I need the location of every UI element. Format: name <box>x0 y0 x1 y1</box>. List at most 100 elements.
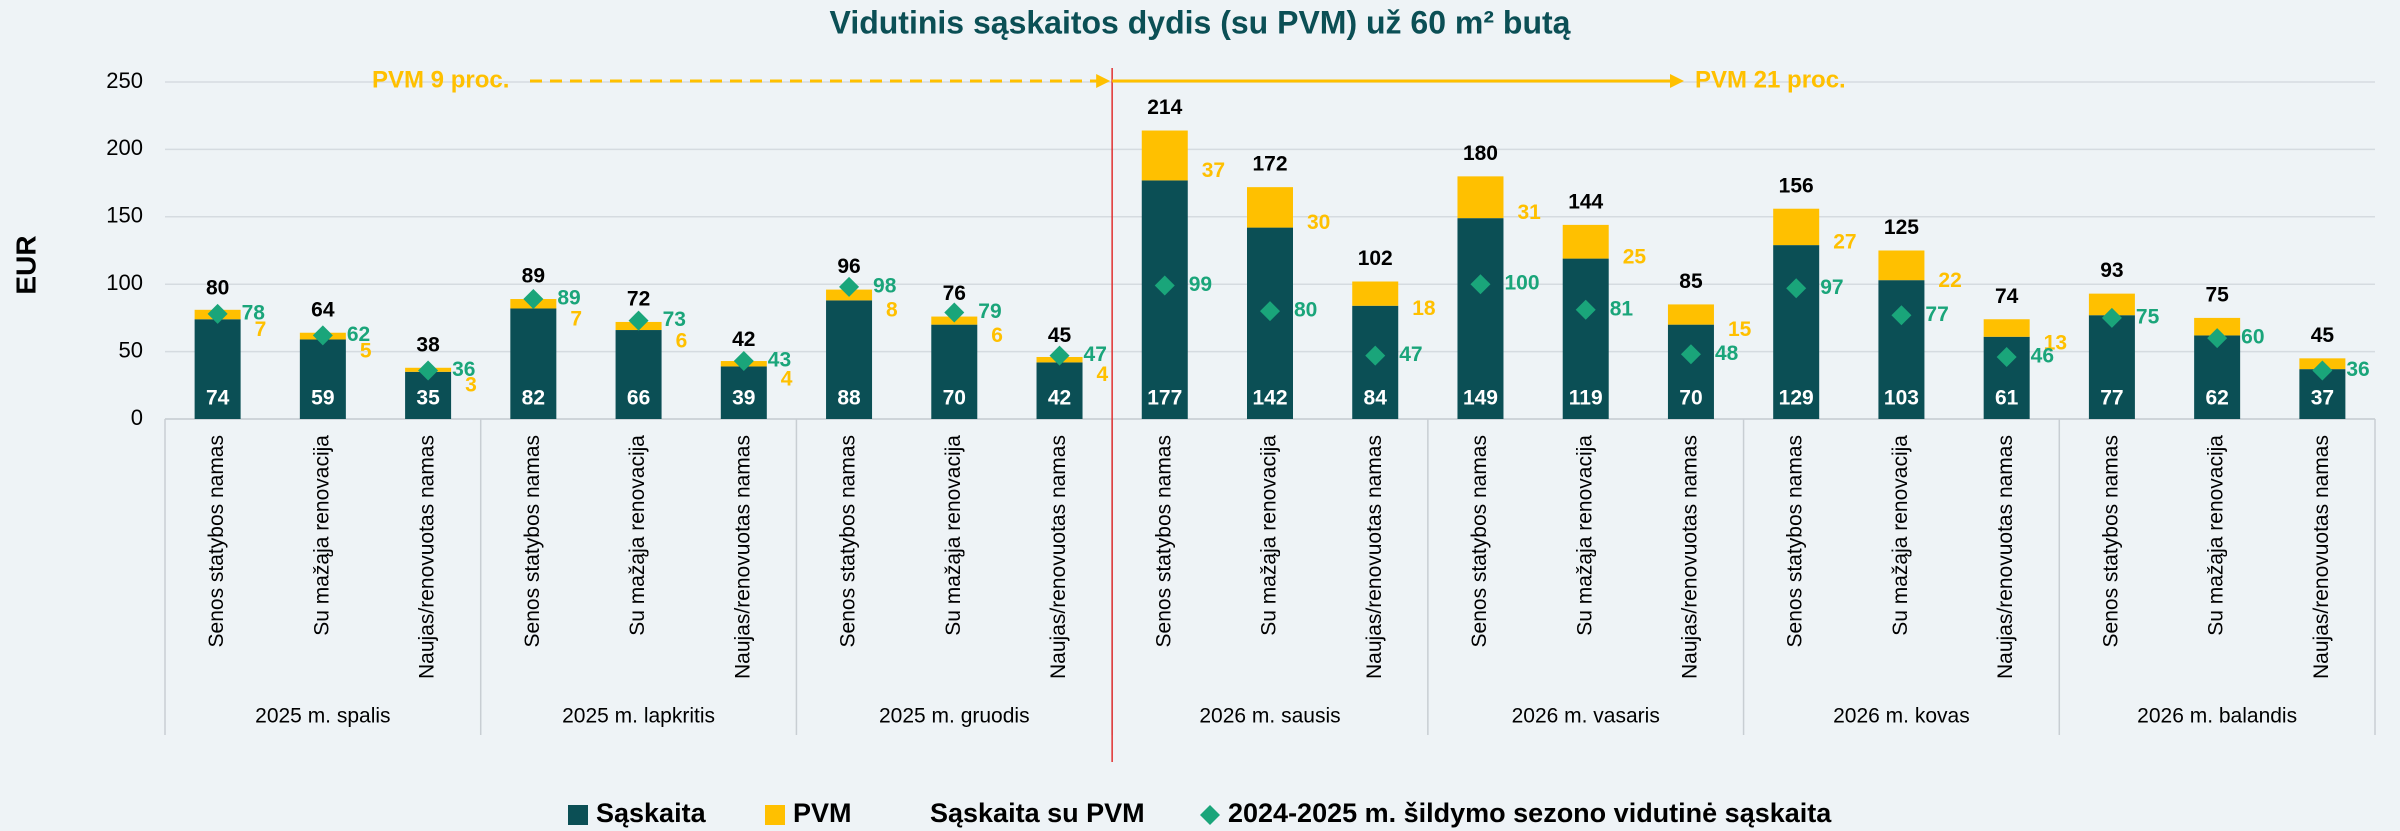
diamond-value-label: 100 <box>1504 272 1539 295</box>
bar-value-label: 74 <box>206 387 230 410</box>
x-tick-label: Naujas/renovuotas namas <box>416 435 439 679</box>
pvm-value-label: 3 <box>465 373 477 396</box>
arrow-head <box>1670 74 1684 88</box>
y-tick-label: 250 <box>106 68 143 93</box>
y-tick-label: 0 <box>131 405 143 430</box>
diamond-marker <box>1996 346 2017 367</box>
bar-segment <box>1457 176 1504 219</box>
bar-segment <box>1457 218 1504 419</box>
diamond-marker <box>1470 274 1491 295</box>
diamond-marker <box>1786 278 1807 299</box>
bar-segment <box>1773 245 1820 419</box>
x-tick-label: Su mažąja renovacija <box>2205 435 2228 636</box>
bar-segment <box>1141 180 1188 419</box>
diamond-marker <box>207 303 228 324</box>
bar-segment <box>510 308 557 419</box>
x-tick-label: Su mažąja renovacija <box>942 435 965 636</box>
total-label: 75 <box>2205 283 2229 306</box>
bar-value-label: 59 <box>311 387 334 410</box>
diamond-marker <box>733 351 754 372</box>
diamond-marker <box>1049 345 1070 366</box>
diamond-value-label: 98 <box>873 274 897 297</box>
total-label: 156 <box>1779 174 1814 197</box>
pvm-value-label: 7 <box>255 318 267 341</box>
bar-segment <box>194 319 241 419</box>
bar-segment <box>1773 208 1820 246</box>
bar-value-label: 149 <box>1463 387 1498 410</box>
annotation: PVM 9 proc. <box>372 66 509 93</box>
bar-value-label: 88 <box>837 387 861 410</box>
diamond-value-label: 47 <box>1399 343 1422 366</box>
x-tick-label: Su mažąja renovacija <box>626 435 649 636</box>
y-tick-label: 100 <box>106 270 143 295</box>
bar-value-label: 42 <box>1048 387 1071 410</box>
pvm-value-label: 18 <box>1412 297 1436 320</box>
pvm-value-label: 37 <box>1202 159 1225 182</box>
bar-segment <box>1036 362 1083 419</box>
total-label: 72 <box>627 287 650 310</box>
bar-segment <box>1667 304 1714 325</box>
x-tick-label: Naujas/renovuotas namas <box>731 435 754 679</box>
bar-segment <box>615 330 662 419</box>
total-label: 102 <box>1358 247 1393 270</box>
bar-value-label: 103 <box>1884 387 1919 410</box>
bar-segment <box>1878 250 1925 281</box>
diamond-value-label: 78 <box>242 301 266 324</box>
bar-value-label: 62 <box>2205 387 2228 410</box>
bar-segment <box>1878 280 1925 419</box>
total-label: 89 <box>522 265 545 288</box>
diamond-value-label: 46 <box>2031 345 2054 368</box>
diamond-value-label: 89 <box>557 287 580 310</box>
bar-segment <box>1247 227 1293 419</box>
diamond-marker <box>628 310 649 331</box>
bar-segment <box>1247 187 1293 228</box>
total-label: 214 <box>1147 96 1182 119</box>
group-label: 2026 m. kovas <box>1833 705 1970 728</box>
legend-label: Sąskaita <box>596 798 707 828</box>
bar-value-label: 82 <box>522 387 545 410</box>
x-tick-label: Senos statybos namas <box>1152 435 1175 647</box>
diamond-value-label: 80 <box>1294 299 1317 322</box>
group-label: 2025 m. lapkritis <box>562 705 715 728</box>
x-tick-label: Senos statybos namas <box>521 435 544 647</box>
pvm-value-label: 25 <box>1623 245 1647 268</box>
x-tick-label: Senos statybos namas <box>1784 435 1807 647</box>
diamond-marker <box>2207 328 2228 349</box>
x-tick-label: Su mažąja renovacija <box>1258 435 1281 636</box>
total-label: 42 <box>732 328 755 351</box>
group-label: 2026 m. vasaris <box>1512 705 1660 728</box>
total-label: 180 <box>1463 142 1498 165</box>
pvm-value-label: 6 <box>991 324 1003 347</box>
x-tick-label: Su mažąja renovacija <box>1889 435 1912 636</box>
diamond-marker <box>523 289 544 310</box>
pvm-value-label: 27 <box>1833 230 1856 253</box>
bar-segment <box>1562 258 1609 419</box>
bar-segment <box>2088 293 2135 316</box>
y-axis-label: EUR <box>10 235 41 294</box>
diamond-value-label: 48 <box>1715 342 1739 365</box>
pvm-value-label: 6 <box>676 330 688 353</box>
total-label: 144 <box>1568 190 1603 213</box>
diamond-marker <box>2101 307 2122 328</box>
x-tick-label: Naujas/renovuotas namas <box>1678 435 1701 679</box>
bar-segment <box>2194 335 2241 419</box>
pvm-value-label: 8 <box>886 299 898 322</box>
legend-swatch <box>568 805 588 825</box>
diamond-value-label: 73 <box>663 308 686 331</box>
annotation: PVM 21 proc. <box>1695 66 1846 93</box>
bar-segment <box>299 339 346 419</box>
diamond-value-label: 75 <box>2136 305 2160 328</box>
total-label: 38 <box>416 333 440 356</box>
x-tick-label: Senos statybos namas <box>1468 435 1491 647</box>
group-label: 2025 m. gruodis <box>879 705 1030 728</box>
total-label: 85 <box>1679 270 1703 293</box>
bar-segment <box>720 366 767 419</box>
y-tick-label: 50 <box>119 337 143 362</box>
total-label: 93 <box>2100 259 2123 282</box>
diamond-value-label: 77 <box>1925 303 1948 326</box>
total-label: 45 <box>1048 324 1072 347</box>
x-tick-label: Naujas/renovuotas namas <box>1363 435 1386 679</box>
legend-swatch <box>765 805 785 825</box>
pvm-value-label: 22 <box>1938 269 1961 292</box>
group-label: 2026 m. sausis <box>1199 705 1340 728</box>
